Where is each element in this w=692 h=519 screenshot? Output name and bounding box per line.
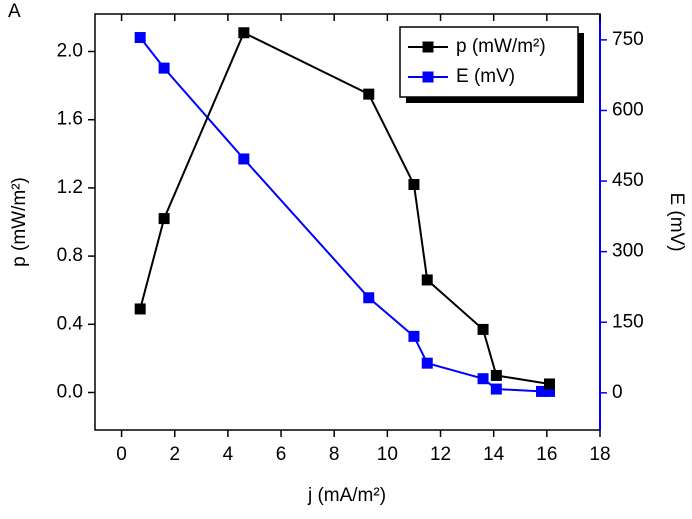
data-point [158,62,170,74]
x-tick-label: 4 [223,444,234,465]
x-tick-label: 18 [589,444,610,465]
data-point [421,274,433,286]
x-tick-label: 2 [169,444,180,465]
data-point [363,292,375,304]
x-tick-label: 0 [116,444,127,465]
y-axis-label: p (mW/m²) [9,177,30,267]
y2-axis-label: E (mV) [666,192,687,251]
data-point [477,323,489,335]
data-point [544,378,555,390]
data-point [490,369,502,381]
x-tick-label: 6 [276,444,287,465]
y-tick-label: 2.0 [57,41,83,62]
data-point [536,385,548,397]
data-point [134,303,146,315]
data-point [477,373,489,385]
y2-tick-label: 450 [612,170,644,191]
y-tick-label: 0.4 [57,313,84,334]
data-point [490,383,502,395]
y-tick-label: 1.6 [57,109,83,130]
data-point [421,357,433,369]
y-tick-label: 0.8 [57,245,83,266]
data-point [363,88,375,100]
legend-marker [422,41,434,53]
data-point [134,32,146,44]
y2-tick-label: 150 [612,311,644,332]
x-tick-label: 10 [377,444,398,465]
y2-tick-label: 300 [612,241,644,262]
x-tick-label: 14 [483,444,505,465]
legend-box [399,26,579,98]
y-tick-label: 1.2 [57,177,83,198]
legend-label: E (mV) [456,66,515,87]
panel-label: A [8,1,21,22]
data-point [408,178,420,190]
data-point [408,330,420,342]
legend-label: p (mW/m²) [456,36,546,57]
legend-marker [422,71,434,83]
x-tick-label: 12 [430,444,451,465]
data-point [238,153,250,165]
y2-tick-label: 600 [612,99,644,120]
y2-tick-label: 750 [612,29,644,50]
x-tick-label: 16 [536,444,557,465]
x-axis-label: j (mA/m²) [307,485,386,506]
x-tick-label: 8 [329,444,340,465]
y-tick-label: 0.0 [57,382,83,403]
data-point [158,213,170,225]
data-point [544,385,555,397]
series-line [139,36,550,393]
data-point [238,27,250,39]
y2-tick-label: 0 [612,382,623,403]
